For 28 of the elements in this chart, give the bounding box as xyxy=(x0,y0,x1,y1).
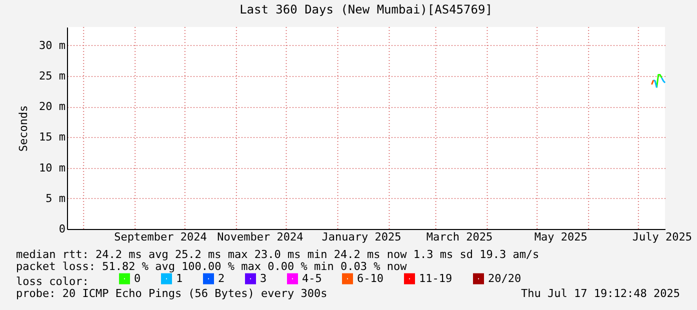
x-tick-label: July 2025 xyxy=(632,230,692,244)
legend-label: 20/20 xyxy=(488,272,522,285)
legend-label: 3 xyxy=(260,272,267,285)
x-tick-label: November 2024 xyxy=(217,230,304,244)
y-tick-label: 25 m xyxy=(39,69,66,82)
text: probe: 20 ICMP Echo Pings (56 Bytes) every 300s xyxy=(16,287,328,300)
y-tick-label: 5 m xyxy=(46,192,66,205)
legend-label: 4-5 xyxy=(302,272,322,285)
y-tick-label: 30 m xyxy=(39,38,66,52)
y-tick-label: 15 m xyxy=(39,130,66,144)
y-axis-title: Seconds xyxy=(17,105,30,152)
y-tick-label: 10 m xyxy=(39,161,66,174)
legend-label: 6-10 xyxy=(357,272,384,285)
x-tick-label: May 2025 xyxy=(534,230,588,244)
text: Thu Jul 17 19:12:48 2025 xyxy=(521,287,680,300)
legend-label: 1 xyxy=(176,272,183,285)
legend-label: 11-19 xyxy=(419,272,452,285)
text: packet loss: 51.82 % avg 100.00 % max 0.00 % min 0.03 % now xyxy=(16,260,408,273)
chart-title: Last 360 Days (New Mumbai)[AS45769] xyxy=(240,2,492,16)
x-tick-label: January 2025 xyxy=(322,230,402,244)
x-tick-label: March 2025 xyxy=(426,230,493,244)
legend-label: 0 xyxy=(134,272,141,285)
x-tick-label: September 2024 xyxy=(114,230,208,244)
legend-label: 2 xyxy=(218,272,225,285)
y-tick-label: 20 m xyxy=(39,100,66,114)
legend-title: loss color: xyxy=(16,275,89,288)
text: median rtt: 24.2 ms avg 25.2 ms max 23.0 ms min 24.2 ms now 1.3 ms sd 19.3 am/s xyxy=(16,248,540,261)
y-tick-label: 0 xyxy=(58,222,66,236)
